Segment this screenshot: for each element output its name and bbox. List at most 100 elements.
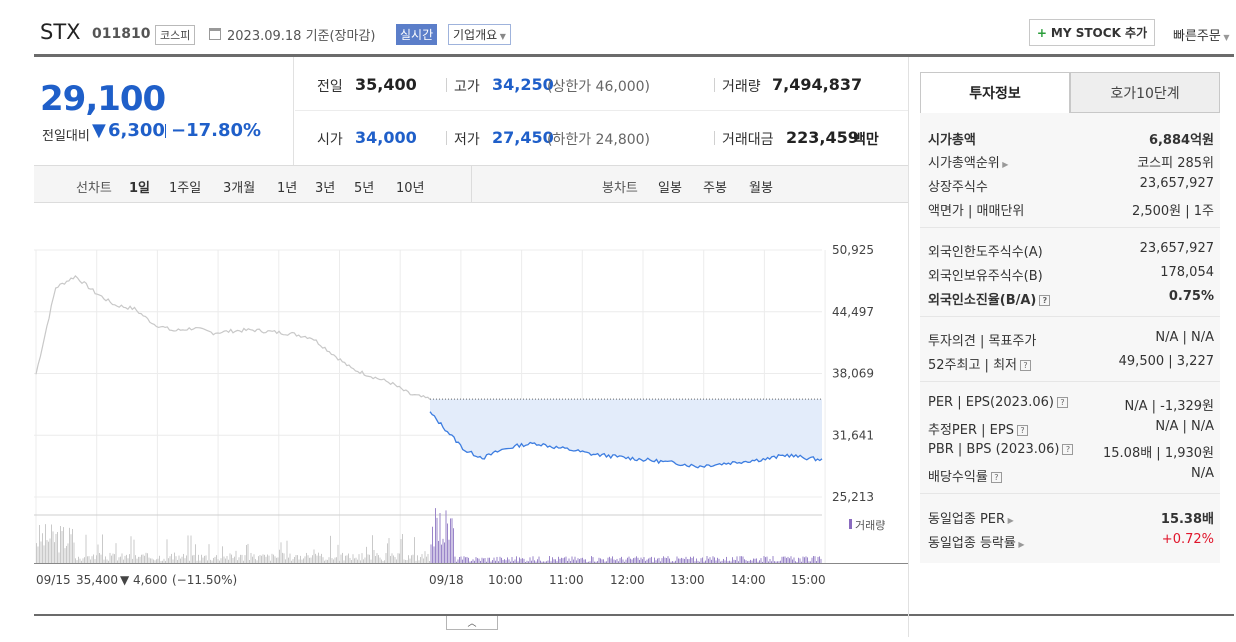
tab-investment-info[interactable]: 투자정보 [920,72,1070,113]
sector-per-row[interactable]: 동일업종 PER ▶ 15.38배 [928,508,1214,527]
row-value: N/A | -1,329원 [1124,399,1214,414]
company-info-dropdown[interactable]: 기업개요 ▼ [448,24,511,45]
volume-bar [595,561,597,563]
volume-bar [610,558,612,563]
y-tick-label: 38,069 [832,367,874,381]
volume-bar [496,556,498,563]
volume-bar [775,561,777,563]
volume-bar [516,556,517,563]
divider [446,131,447,145]
collapse-button[interactable]: ︿ [446,616,498,630]
quick-order-button[interactable]: 빠른주문 ▼ [1173,25,1230,44]
volume-bar [354,558,355,563]
volume-bar [355,557,357,563]
row-value: 코스피 285위 [1137,156,1214,171]
volume-bar [309,557,310,563]
volume-bar [520,558,522,563]
volume-bar [514,559,516,563]
volume-bar [336,557,337,563]
volume-bar [192,555,193,563]
row-label: 시가총액 [928,133,976,148]
period-3m[interactable]: 3개월 [223,181,256,196]
volume-bar [655,560,657,563]
volume-bar [132,558,133,563]
volume-bar [39,524,40,563]
x-tick: 15:00 [791,573,826,587]
volume-bar [100,554,102,563]
my-stock-add-button[interactable]: + MY STOCK 추가 [1029,19,1155,46]
volume-bar [396,559,397,563]
help-icon[interactable]: ? [1062,444,1074,455]
volume-bar [298,559,300,563]
row-label: 시가총액순위 [928,156,1000,171]
volume-bar [381,559,382,563]
volume-bar [555,559,556,563]
volume-bar [157,558,159,563]
volume-bar [777,561,778,563]
volume-bar [474,560,475,563]
open-value: 34,000 [355,128,417,147]
volume-bar [103,559,105,563]
volume-bar [105,556,106,563]
sector-change-row[interactable]: 동일업종 등락률 ▶ +0.72% [928,532,1214,551]
volume-bar [507,557,508,563]
volume-bar [568,558,570,563]
volume-bar [691,557,693,563]
period-5y[interactable]: 5년 [354,181,375,196]
help-icon[interactable]: ? [1039,295,1051,306]
volume-bar [685,556,687,563]
volume-bar [807,557,808,563]
volume-bar [225,558,226,563]
volume-legend-label: 거래량 [855,519,886,532]
realtime-button[interactable]: 실시간 [396,24,438,45]
volume-bar [742,556,744,563]
volume-bar [528,561,529,563]
period-1y[interactable]: 1년 [277,181,298,196]
volume-bar [349,557,351,563]
volume-bar [283,553,285,563]
row-value: 2,500원 | 1주 [1131,204,1214,219]
volume-bar [435,508,436,563]
volume-bar [543,561,544,563]
amount-unit: 백만 [853,132,879,148]
my-stock-label: MY STOCK 추가 [1050,26,1148,40]
period-1w[interactable]: 1주일 [169,181,202,196]
help-icon[interactable]: ? [1056,397,1068,408]
volume-bar [42,533,43,563]
volume-bar [747,561,748,563]
period-1d[interactable]: 1일 [129,181,151,196]
candle-daily[interactable]: 일봉 [658,181,682,196]
volume-bar [388,538,390,563]
volume-bar [519,557,520,563]
period-3y[interactable]: 3년 [315,181,336,196]
help-icon[interactable]: ? [990,472,1002,483]
tab-order-book[interactable]: 호가10단계 [1070,72,1220,113]
volume-bar [93,554,94,563]
volume-bar [244,555,246,563]
volume-bar [666,557,667,563]
candle-weekly[interactable]: 주봉 [703,181,727,196]
row-label: 투자의견 | 목표주가 [928,334,1037,349]
volume-bar [649,557,651,563]
volume-bar [766,556,768,563]
candle-monthly[interactable]: 월봉 [749,181,773,196]
help-icon[interactable]: ? [1020,360,1031,371]
help-icon[interactable]: ? [1016,425,1028,436]
volume-bar [751,560,753,563]
price-chart[interactable]: 50,925 44,497 38,069 31,641 25,213 [34,225,908,595]
volume-bar [576,560,577,563]
volume-bar [601,559,603,563]
volume-bar [246,545,247,563]
volume-bar [180,558,181,563]
volume-bar [190,535,192,563]
volume-bar [820,558,822,563]
divider [714,78,715,92]
period-bar: 선차트 1일 1주일 3개월 1년 3년 5년 10년 봉차트 일봉 주봉 월봉 [34,165,908,203]
volume-bar [67,543,69,563]
period-10y[interactable]: 10년 [396,181,425,196]
volume-bar [193,554,195,563]
volume-bar [214,556,216,563]
y-tick-label: 25,213 [832,490,874,504]
market-cap-rank-row[interactable]: 시가총액순위 ▶ 코스피 285위 [928,152,1214,171]
volume-bar [529,557,531,563]
